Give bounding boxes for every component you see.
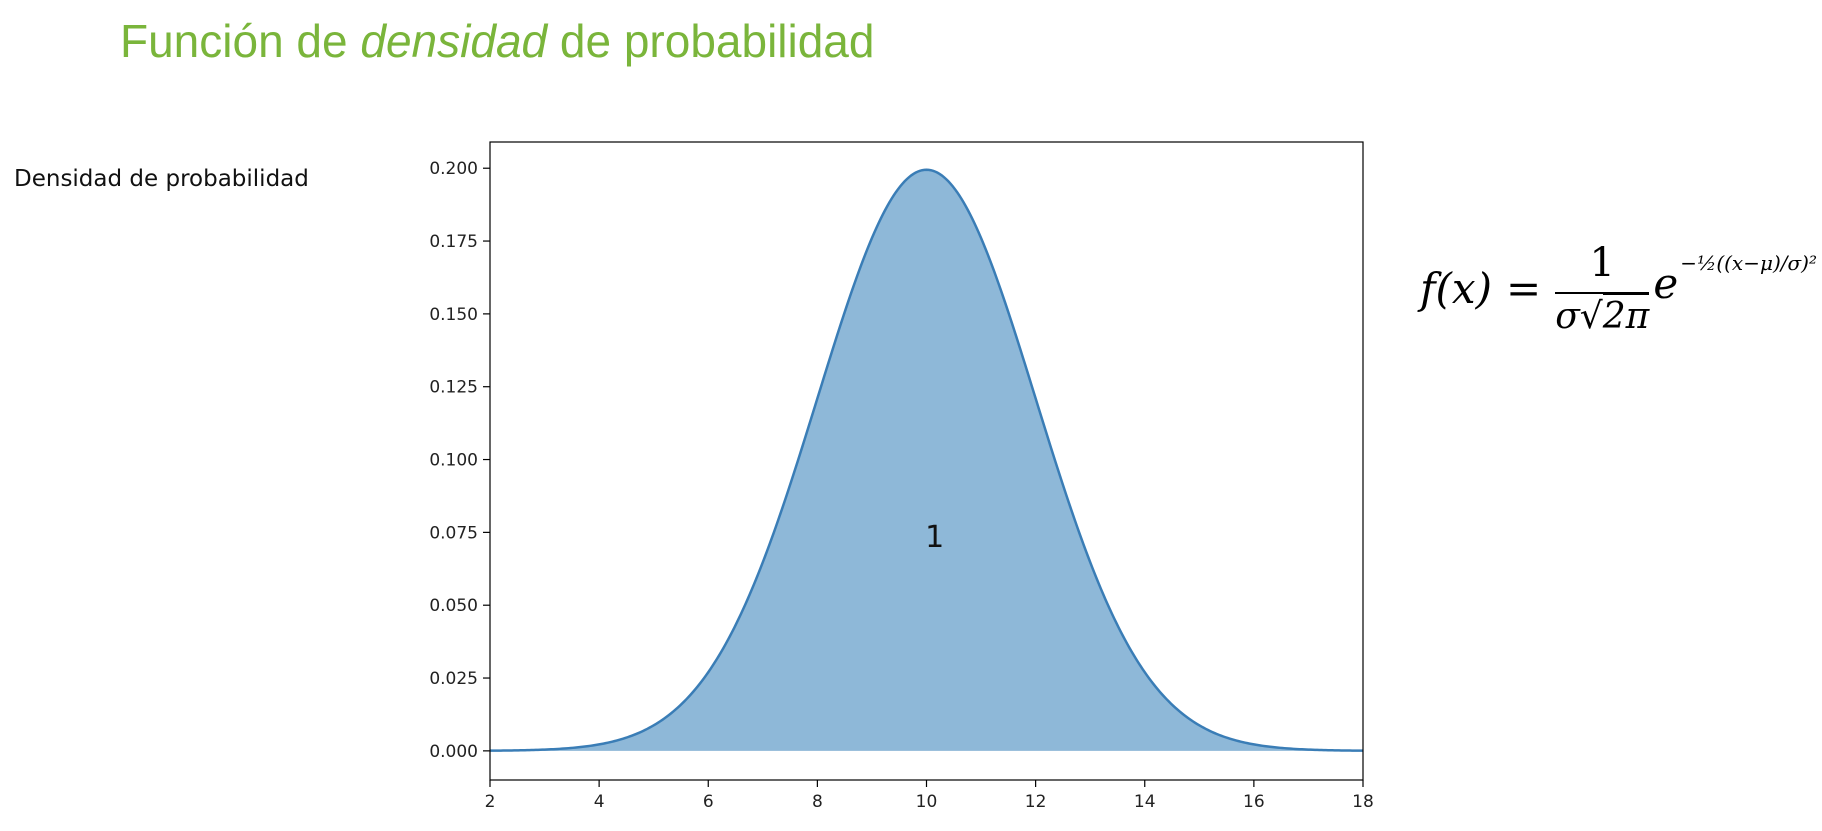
x-tick-label: 10 <box>916 792 938 812</box>
formula-base: e <box>1653 259 1679 308</box>
y-tick-label: 0.100 <box>429 451 478 471</box>
title-emphasis: densidad <box>360 15 548 67</box>
normal-density-formula: f(x) = 1 σ√2π e −½((x−μ)/σ)² <box>1420 240 1817 337</box>
x-tick-label: 16 <box>1243 792 1265 812</box>
formula-denominator: σ√2π <box>1555 293 1650 337</box>
title-pre: Función de <box>120 15 361 67</box>
x-tick-label: 8 <box>812 792 823 812</box>
title-post: de probabilidad <box>547 15 875 67</box>
y-tick-label: 0.025 <box>429 669 478 689</box>
x-tick-label: 4 <box>594 792 605 812</box>
y-tick-label: 0.075 <box>429 523 478 543</box>
formula-exponent: −½((x−μ)/σ)² <box>1680 251 1817 275</box>
area-annotation: 1 <box>925 520 944 555</box>
x-tick-label: 6 <box>703 792 714 812</box>
sqrt-radicand: 2π <box>1602 293 1650 337</box>
x-tick-label: 18 <box>1352 792 1374 812</box>
y-tick-label: 0.125 <box>429 378 478 398</box>
density-label: Densidad de probabilidad <box>14 166 309 192</box>
formula-exponential: e −½((x−μ)/σ)² <box>1653 251 1817 308</box>
y-tick-label: 0.150 <box>429 305 478 325</box>
formula-numerator: 1 <box>1589 240 1615 286</box>
y-tick-label: 0.175 <box>429 232 478 252</box>
denominator-sigma: σ <box>1555 296 1580 337</box>
formula-lhs: f(x) <box>1420 264 1493 313</box>
density-curve <box>489 168 1364 752</box>
fraction-bar <box>1555 292 1650 294</box>
y-tick-label: 0.200 <box>429 159 478 179</box>
y-tick-label: 0.050 <box>429 596 478 616</box>
formula-equals: = <box>1506 264 1542 313</box>
x-tick-label: 12 <box>1025 792 1047 812</box>
slide-title: Función de densidad de probabilidad <box>120 14 874 68</box>
formula-fraction: 1 σ√2π <box>1555 240 1650 337</box>
sqrt-symbol: √ <box>1579 296 1603 337</box>
x-tick-label: 14 <box>1134 792 1156 812</box>
density-area <box>490 169 1363 751</box>
y-tick-label: 0.000 <box>429 742 478 762</box>
x-tick-label: 2 <box>485 792 496 812</box>
plot-layer: 0.000 0.025 0.050 0.075 0.100 0.125 0.150 0.175… <box>429 141 1374 812</box>
